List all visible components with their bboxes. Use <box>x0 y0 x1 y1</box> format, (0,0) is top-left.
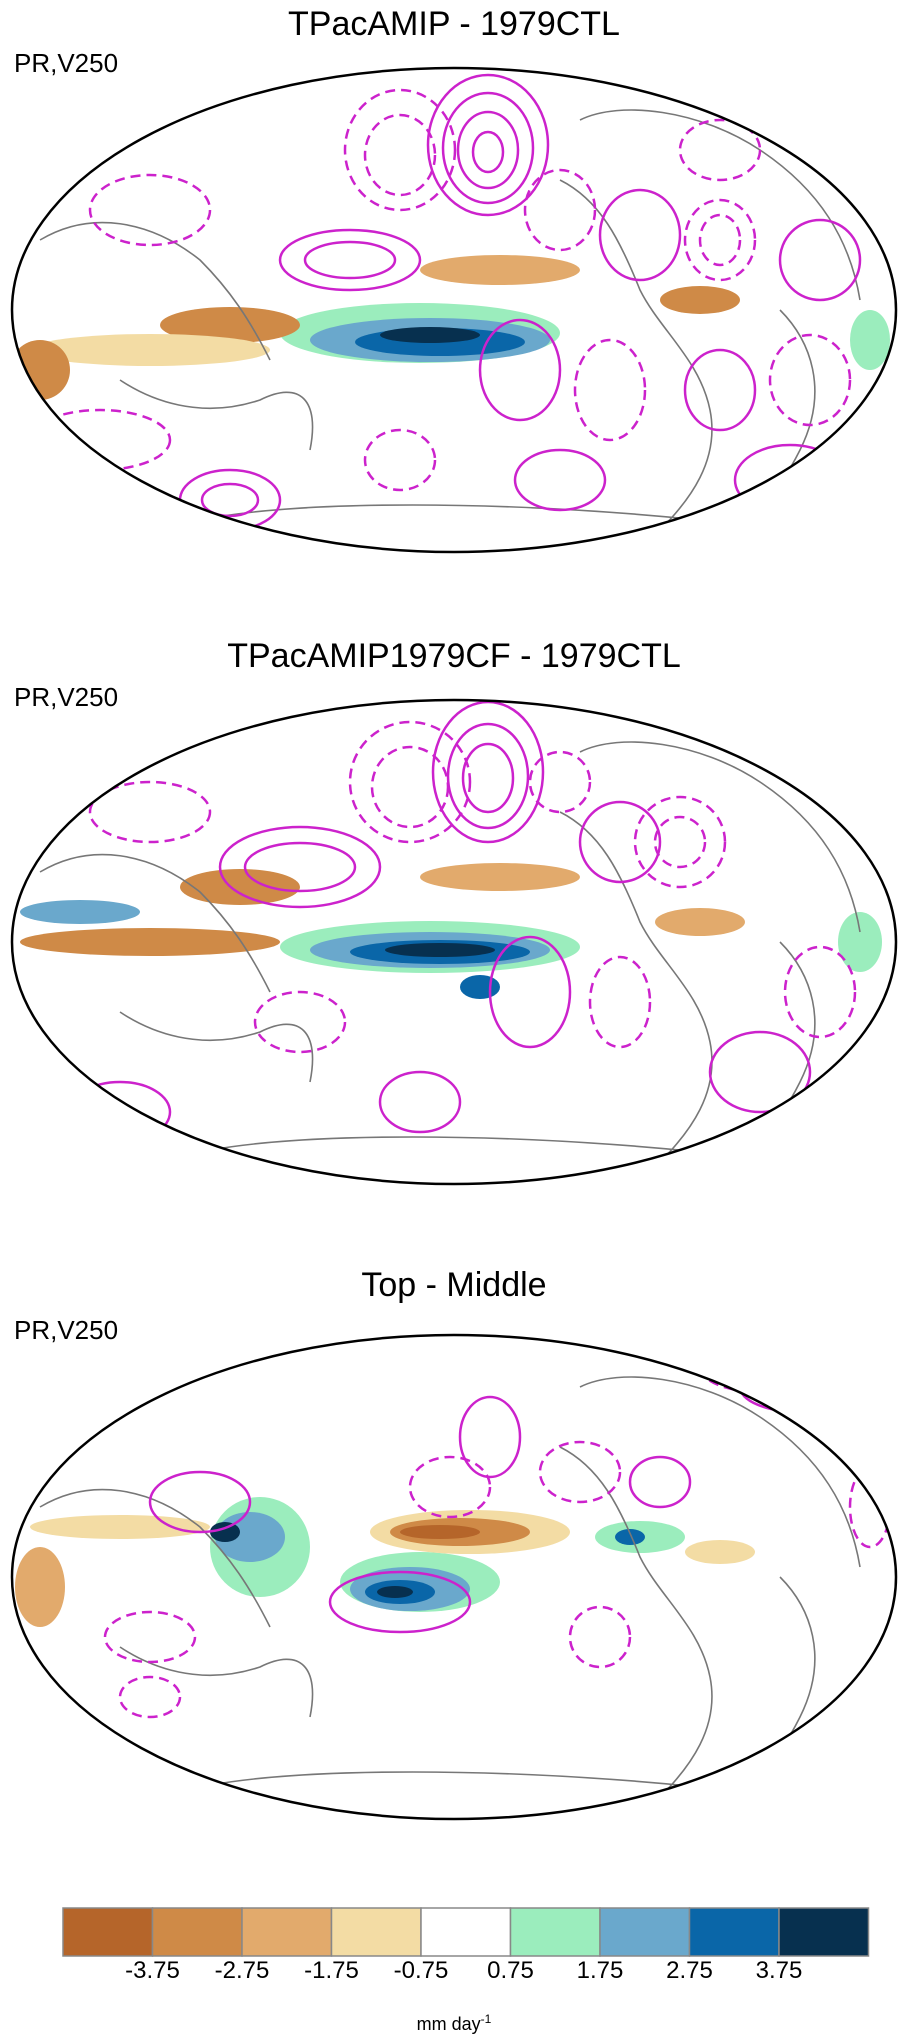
panel-2-title: TPacAMIP1979CF - 1979CTL <box>227 637 681 675</box>
panel-3-coastlines <box>39 1376 861 1798</box>
panel-2-map <box>10 698 898 1186</box>
panel-3-map <box>10 1333 898 1821</box>
colorbar-box <box>509 1907 601 1957</box>
colorbar-tick-label: -3.75 <box>125 1957 180 1984</box>
colorbar-tick-label: 0.75 <box>487 1957 534 1984</box>
panel-2: TPacAMIP1979CF - 1979CTL PR,V250 <box>0 632 908 1252</box>
colorbar-unit: mm day-1 <box>0 2012 908 2035</box>
panel-2-dashed-contours <box>88 720 857 1054</box>
panel-2-label: PR,V250 <box>14 682 119 712</box>
panel-3-frame <box>10 1333 898 1821</box>
panel-2-coastlines <box>39 741 861 1163</box>
colorbar-box <box>62 1907 154 1957</box>
colorbar-tick-label: -2.75 <box>214 1957 270 1984</box>
colorbar-box <box>151 1907 243 1957</box>
panel-1-precip-shading <box>12 255 890 400</box>
panel-3-title: Top - Middle <box>361 1266 547 1304</box>
panel-1: TPacAMIP - 1979CTL PR,V250 <box>0 0 908 620</box>
colorbar-tick-label: 2.75 <box>666 1957 713 1984</box>
colorbar <box>62 1907 870 1957</box>
colorbar-box <box>778 1907 870 1957</box>
colorbar-unit-sup: -1 <box>480 2012 492 2026</box>
colorbar-box <box>688 1907 780 1957</box>
panel-2-frame <box>10 698 898 1186</box>
colorbar-tick-label: 1.75 <box>576 1957 624 1984</box>
panel-3-precip-shading <box>15 1497 755 1627</box>
panel-3: Top - Middle PR,V250 <box>0 1265 908 1885</box>
panel-2-precip-shading <box>20 863 882 999</box>
colorbar-tick-label: -0.75 <box>393 1957 449 1984</box>
panel-3-label: PR,V250 <box>14 1315 119 1345</box>
colorbar-tick-label: 3.75 <box>755 1957 803 1984</box>
panel-2-contours <box>68 700 812 1144</box>
colorbar-unit-base: mm day <box>416 2014 481 2034</box>
colorbar-box <box>599 1907 691 1957</box>
panel-1-frame <box>10 66 898 554</box>
panel-1-title: TPacAMIP - 1979CTL <box>288 5 620 43</box>
colorbar-box <box>420 1907 512 1957</box>
colorbar-box <box>241 1907 333 1957</box>
colorbar-box <box>330 1907 422 1957</box>
panel-1-map <box>10 66 898 554</box>
colorbar-tick-label: -1.75 <box>304 1957 359 1984</box>
panel-1-label: PR,V250 <box>14 48 119 78</box>
